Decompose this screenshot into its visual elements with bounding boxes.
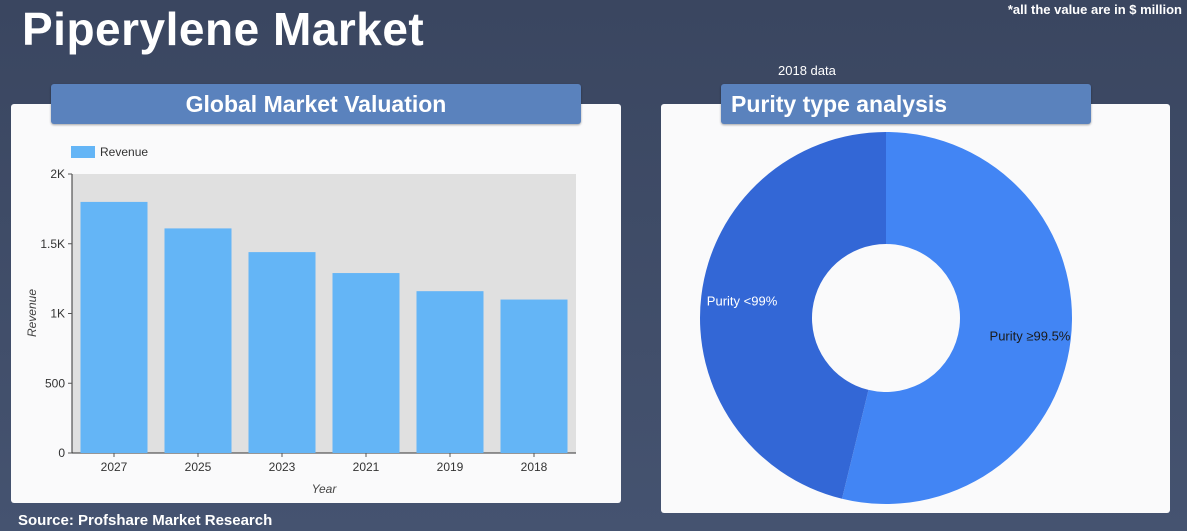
bar	[248, 252, 316, 453]
x-tick-label: 2018	[521, 460, 548, 474]
plot-area	[72, 174, 576, 453]
value-unit-note: *all the value are in $ million	[1007, 2, 1182, 17]
bar	[416, 291, 484, 453]
page-title: Piperylene Market	[22, 3, 425, 55]
y-tick-label: 1.5K	[40, 237, 65, 251]
donut-slice-label: Purity ≥99.5%	[990, 328, 1071, 343]
x-tick-label: 2025	[185, 460, 212, 474]
donut-slice-label: Purity <99%	[707, 294, 778, 309]
x-tick-label: 2019	[437, 460, 464, 474]
y-tick-label: 500	[45, 376, 65, 390]
bar	[164, 228, 232, 453]
donut-slice	[699, 132, 886, 499]
y-tick-label: 2K	[50, 167, 65, 181]
donut-chart-title: Purity type analysis	[721, 84, 1091, 124]
donut-slice	[842, 132, 1072, 504]
legend-swatch	[71, 146, 95, 158]
bar	[80, 201, 148, 453]
y-axis-title: Revenue	[25, 289, 39, 337]
bar-chart-title: Global Market Valuation	[51, 84, 581, 124]
y-tick-label: 1K	[50, 307, 65, 321]
data-year-note: 2018 data	[778, 63, 836, 78]
x-tick-label: 2027	[101, 460, 128, 474]
x-axis-title: Year	[312, 482, 338, 496]
legend-label: Revenue	[100, 145, 148, 159]
bar	[332, 273, 400, 453]
x-tick-label: 2023	[269, 460, 296, 474]
source-note: Source: Profshare Market Research	[18, 512, 273, 529]
bar	[500, 299, 568, 453]
y-tick-label: 0	[58, 446, 65, 460]
x-tick-label: 2021	[353, 460, 380, 474]
